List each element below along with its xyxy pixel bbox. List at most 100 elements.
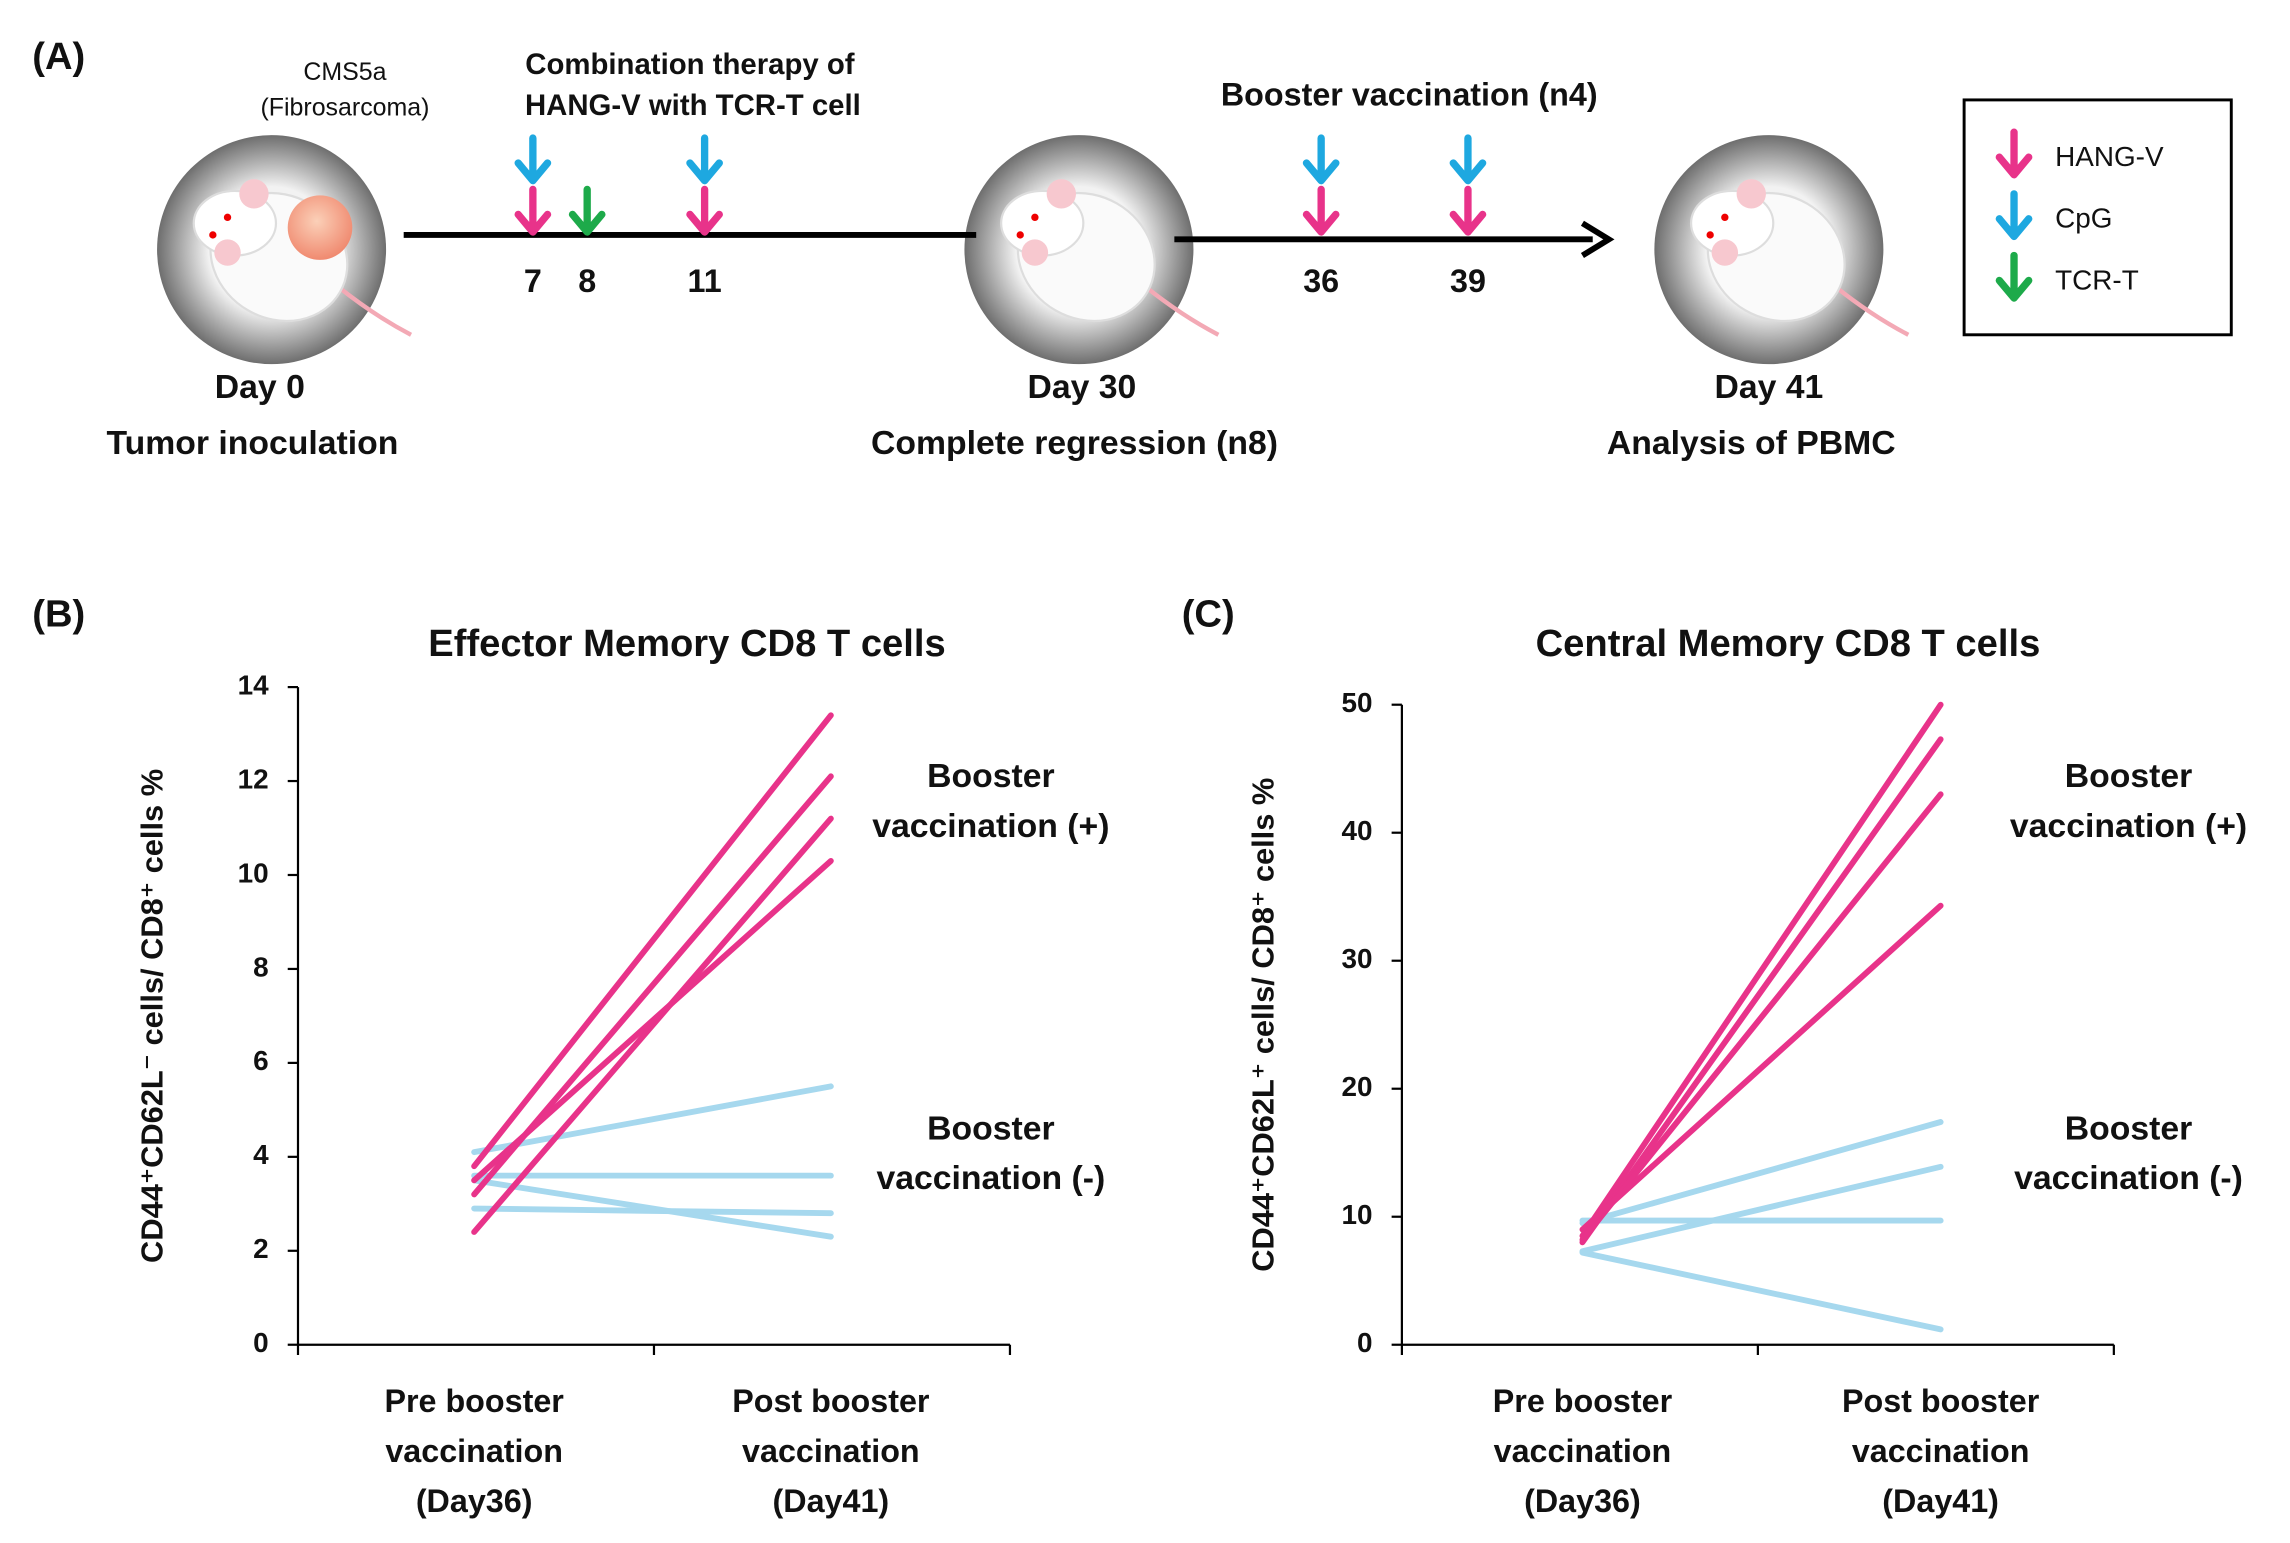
x-tick-label: (Day36) (1524, 1483, 1641, 1519)
milestone-event: Complete regression (n8) (871, 424, 1278, 462)
mouse-eye (1031, 213, 1039, 222)
milestone-day: Day 30 (1027, 368, 1136, 406)
day-label: 7 (524, 263, 542, 299)
mouse-tail (1143, 284, 1220, 337)
y-tick-label: 4 (253, 1139, 269, 1170)
y-tick-label: 12 (238, 763, 269, 794)
therapy-label: Combination therapy of (525, 48, 855, 81)
x-tick-label: (Day36) (416, 1483, 533, 1519)
legend-label: HANG-V (2055, 141, 2164, 172)
milestone-day: Day 41 (1714, 368, 1823, 406)
therapy-label: HANG-V with TCR-T cell (525, 89, 861, 122)
mouse-tail (336, 284, 413, 337)
day-label: 11 (688, 263, 722, 299)
arrow (686, 134, 723, 185)
series-line (471, 857, 834, 1184)
y-tick-label: 6 (253, 1045, 269, 1076)
arrow (514, 185, 552, 236)
tumor-label: (Fibrosarcoma) (260, 93, 429, 121)
x-tick-label: vaccination (742, 1433, 920, 1469)
milestone-event: Analysis of PBMC (1607, 424, 1896, 462)
y-tick-label: 20 (1342, 1071, 1373, 1102)
mouse-ear (239, 179, 269, 209)
annotation: vaccination (+) (872, 807, 1109, 845)
series-line (1579, 736, 1944, 1246)
mouse-ear (1711, 239, 1739, 266)
y-axis-label: CD44⁺CD62L⁺ cells/ CD8⁺ cells % (1246, 778, 1281, 1272)
series-line (1579, 1249, 1944, 1333)
mouse-ear (1021, 239, 1049, 266)
x-tick-label: Post booster (732, 1383, 930, 1419)
chart-title: Central Memory CD8 T cells (1536, 622, 2041, 665)
y-tick-label: 40 (1342, 815, 1373, 846)
tumor-label: CMS5a (303, 58, 386, 86)
series-line (471, 1205, 834, 1217)
mouse-eye (1721, 213, 1729, 222)
x-tick-label: vaccination (385, 1433, 563, 1469)
arrow (1449, 134, 1487, 185)
mouse-eye (223, 213, 232, 222)
series-line (471, 815, 834, 1235)
series-line (471, 712, 834, 1170)
y-tick-label: 10 (238, 857, 269, 888)
y-tick-label: 10 (1342, 1199, 1373, 1230)
series-line (471, 1083, 834, 1156)
y-tick-label: 14 (238, 669, 270, 700)
day-label: 36 (1303, 263, 1339, 299)
annotation: Booster (2065, 757, 2193, 795)
series-line (1579, 701, 1944, 1239)
panel-label: (C) (1182, 593, 1235, 636)
arrow (1995, 251, 2033, 302)
panel-label: (A) (32, 35, 85, 78)
annotation: vaccination (-) (876, 1159, 1105, 1197)
y-tick-label: 50 (1342, 687, 1373, 718)
tumor (287, 195, 353, 260)
series-line (1579, 902, 1944, 1233)
series-line (1579, 1163, 1944, 1255)
milestone-day: Day 0 (215, 368, 305, 406)
annotation: Booster (2065, 1109, 2193, 1147)
mouse-ear (1046, 179, 1077, 209)
x-tick-label: Post booster (1842, 1383, 2040, 1419)
mouse-tail (1833, 284, 1910, 337)
x-tick-label: (Day41) (773, 1483, 890, 1519)
mouse-eye (1016, 231, 1024, 239)
y-tick-label: 0 (1357, 1327, 1373, 1358)
arrow (1995, 128, 2033, 179)
arrow (1302, 185, 1340, 236)
series-line (1579, 791, 1944, 1243)
legend-label: TCR-T (2055, 264, 2139, 295)
x-tick-label: Pre booster (384, 1383, 564, 1419)
mouse-eye (209, 231, 217, 239)
chart-title: Effector Memory CD8 T cells (428, 622, 945, 665)
series-line (1579, 1119, 1944, 1227)
x-tick-label: vaccination (1852, 1433, 2030, 1469)
milestone-event: Tumor inoculation (107, 424, 399, 462)
mouse-ear (214, 239, 241, 266)
annotation: Booster (927, 1109, 1055, 1147)
timeline-arrowhead (1580, 220, 1615, 259)
y-tick-label: 8 (253, 951, 269, 982)
arrow (568, 185, 606, 236)
annotation: Booster (927, 757, 1055, 795)
mouse-eye (1706, 231, 1714, 239)
x-tick-label: vaccination (1494, 1433, 1672, 1469)
y-tick-label: 30 (1342, 943, 1373, 974)
x-tick-label: (Day41) (1882, 1483, 1999, 1519)
arrow (1449, 185, 1487, 236)
legend-label: CpG (2055, 203, 2112, 234)
arrow (514, 134, 552, 185)
day-label: 39 (1450, 263, 1486, 299)
arrow (686, 185, 723, 236)
y-tick-label: 0 (253, 1327, 269, 1358)
y-axis-label: CD44⁺CD62L⁻ cells/ CD8⁺ cells % (134, 769, 169, 1263)
day-label: 8 (578, 263, 596, 299)
mice (157, 135, 1910, 365)
arrow (1995, 190, 2033, 241)
annotation: vaccination (-) (2014, 1159, 2243, 1197)
y-tick-label: 2 (253, 1233, 269, 1264)
annotation: vaccination (+) (2010, 807, 2247, 845)
x-tick-label: Pre booster (1493, 1383, 1673, 1419)
